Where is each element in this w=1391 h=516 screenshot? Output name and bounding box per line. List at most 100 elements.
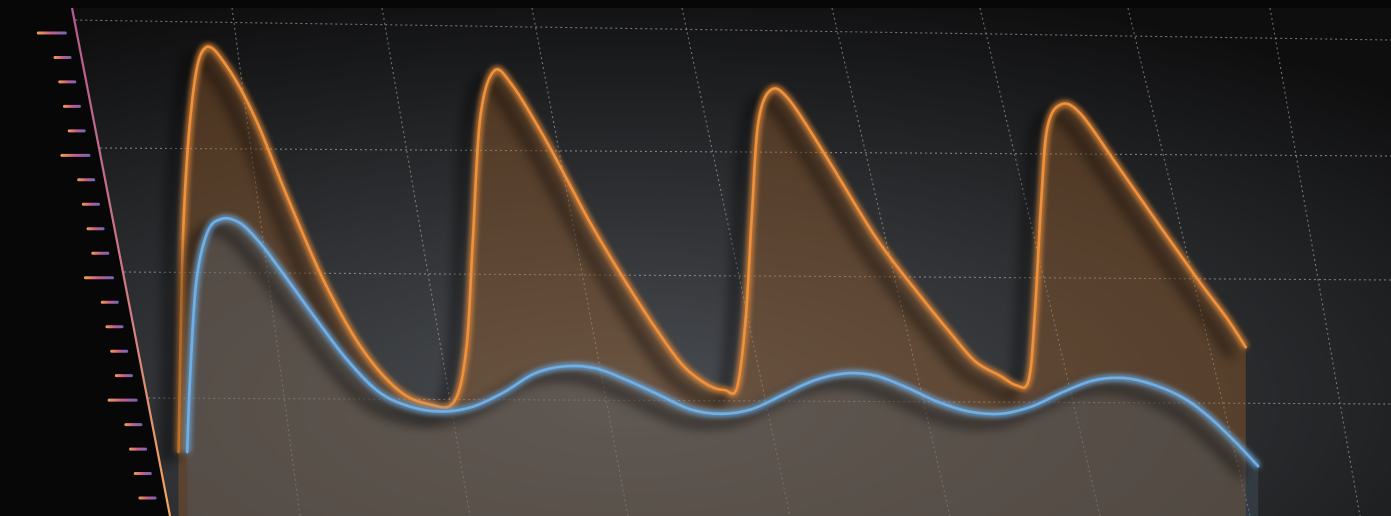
- series-blue-point: [221, 218, 223, 220]
- series-orange-point: [193, 89, 195, 91]
- series-blue-point: [534, 373, 536, 375]
- series-blue-point: [875, 375, 877, 377]
- scale-tick-minor: [58, 80, 77, 84]
- series-orange-point: [205, 47, 207, 49]
- series-blue-point: [844, 373, 846, 375]
- series-blue-point: [206, 232, 208, 234]
- series-blue-point: [441, 411, 443, 413]
- series-orange-point: [226, 66, 228, 68]
- series-blue-point: [379, 392, 381, 394]
- series-orange-point: [493, 70, 495, 72]
- series-orange-point: [1046, 127, 1048, 129]
- scale-tick-minor: [63, 104, 81, 108]
- series-blue-point: [286, 277, 288, 279]
- axis-edge: [70, 7, 172, 516]
- series-blue-area: [187, 218, 1259, 516]
- scale-tick-minor: [77, 178, 96, 182]
- grid-line-v: [381, 8, 471, 516]
- scale-tick-minor: [138, 496, 157, 500]
- scale-tick-minor: [114, 374, 133, 378]
- series-blue-point: [1030, 406, 1032, 408]
- series-orange-point: [360, 346, 362, 348]
- series-orange-point: [183, 223, 185, 225]
- series-blue-point: [1235, 442, 1237, 444]
- series-blue-point: [317, 320, 319, 322]
- series-orange-point: [1161, 227, 1163, 229]
- series-blue-point: [261, 244, 263, 246]
- series-orange-point: [826, 156, 828, 158]
- series-blue-point: [1257, 465, 1259, 467]
- series-blue-point: [968, 411, 970, 413]
- series-orange-point: [590, 223, 592, 225]
- series-orange-point: [1198, 280, 1200, 282]
- series-blue-point: [596, 368, 598, 370]
- series-orange-point: [1060, 104, 1062, 106]
- series-orange-point: [1015, 385, 1017, 387]
- series-blue-point: [195, 285, 197, 287]
- series-orange-point: [658, 332, 660, 334]
- scale-tick-minor: [67, 129, 86, 133]
- series-blue-point: [658, 394, 660, 396]
- series-orange-point: [999, 375, 1001, 377]
- series-orange-point: [683, 365, 685, 367]
- scale-tick-minor: [124, 423, 143, 427]
- grid-line-h: [72, 19, 1391, 41]
- series-orange-point: [255, 118, 257, 120]
- grid-line-v: [1269, 8, 1361, 516]
- series-orange-point: [466, 346, 468, 348]
- series-blue-point: [937, 401, 939, 403]
- scale-tick-minor: [105, 325, 124, 329]
- scale-ticks: [36, 31, 157, 500]
- series-blue-point: [782, 394, 784, 396]
- series-orange-point: [875, 237, 877, 239]
- series-blue-point: [1185, 399, 1187, 401]
- series-blue-point: [906, 387, 908, 389]
- series-blue-point: [1210, 418, 1212, 420]
- series-orange-point: [788, 99, 790, 101]
- scale-tick-major: [107, 398, 138, 402]
- scale-tick-major: [84, 276, 114, 280]
- series-blue-point: [186, 451, 188, 453]
- series-orange-shadow: [161, 53, 1235, 462]
- series-blue-point: [410, 406, 412, 408]
- scale-tick-minor: [81, 202, 100, 206]
- series-orange-point: [1226, 318, 1228, 320]
- series-blue-point: [503, 392, 505, 394]
- series-orange-point: [1245, 346, 1247, 348]
- grid-line-v: [681, 8, 791, 516]
- series-orange-point: [757, 123, 759, 125]
- series-orange-point: [323, 280, 325, 282]
- series-blue-point: [813, 380, 815, 382]
- series-orange-point: [770, 89, 772, 91]
- series-orange: [161, 43, 1249, 516]
- series-orange-point: [745, 318, 747, 320]
- series-blue-point: [751, 408, 753, 410]
- series-blue-point: [1154, 385, 1156, 387]
- series-orange-point: [453, 401, 455, 403]
- series-orange-point: [950, 332, 952, 334]
- scale-tick-minor: [91, 251, 110, 255]
- series-blue-point: [627, 380, 629, 382]
- scale-tick-minor: [129, 447, 148, 451]
- series-orange-point: [397, 389, 399, 391]
- scale-tick-minor: [133, 472, 152, 475]
- series-orange-point: [627, 285, 629, 287]
- series-orange-point: [1117, 166, 1119, 168]
- series-blue-point: [1092, 380, 1094, 382]
- series-layer: [161, 43, 1261, 516]
- series-orange-point: [428, 404, 430, 406]
- series-blue-point: [689, 408, 691, 410]
- series-blue-point: [1123, 377, 1125, 379]
- series-orange-point: [1040, 204, 1042, 206]
- series-orange-point: [975, 361, 977, 363]
- series-orange-point: [178, 451, 180, 453]
- series-orange-point: [479, 118, 481, 120]
- series-blue-point: [720, 413, 722, 415]
- scale-tick-major: [36, 31, 67, 35]
- scale-tick-minor: [110, 349, 129, 353]
- scale-tick-major: [60, 153, 91, 157]
- series-orange-point: [1028, 380, 1030, 382]
- scale-tick-minor: [86, 227, 105, 231]
